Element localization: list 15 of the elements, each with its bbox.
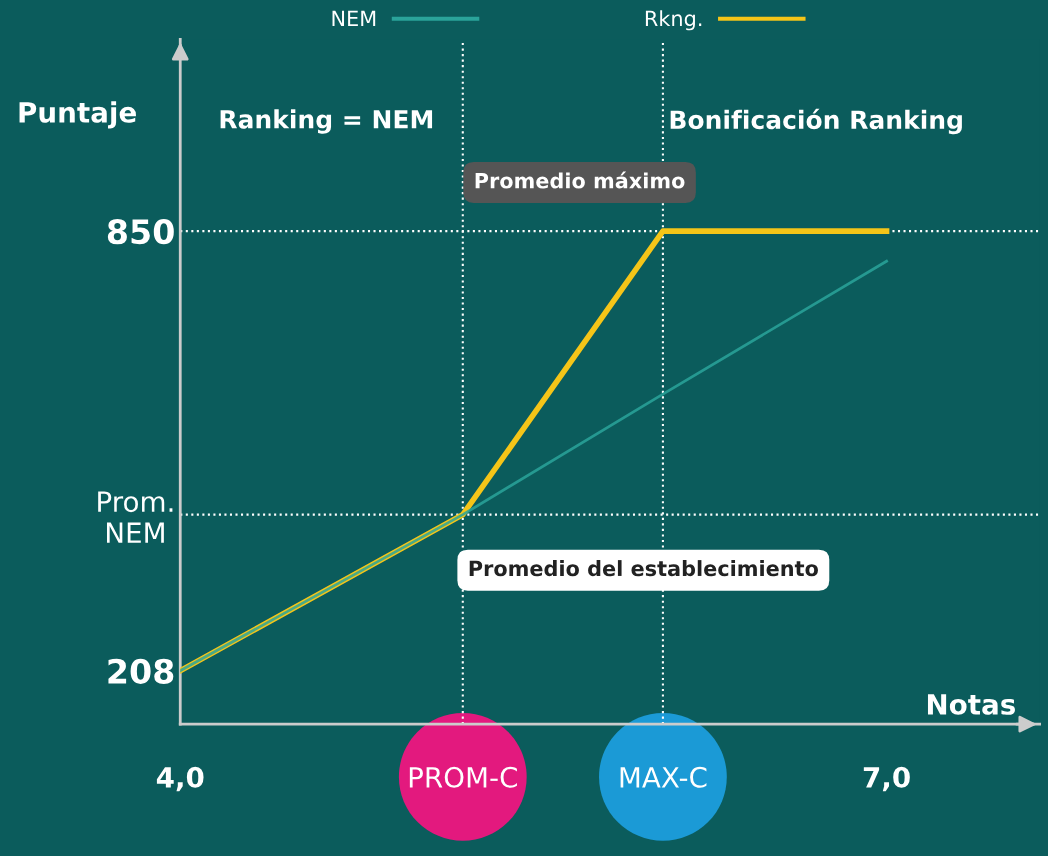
x-axis-title: Notas (927, 694, 1015, 715)
annotation: Promedio máximo (475, 171, 685, 189)
legend-label: Rkng. (645, 10, 702, 31)
annotation: Promedio del establecimiento (469, 560, 818, 577)
annotation: Bonificación Ranking (670, 108, 962, 135)
annotation: Ranking = NEM (220, 109, 433, 134)
legend-label: NEM (332, 10, 376, 27)
y-tick-label: 208 (108, 658, 174, 684)
x-tick-label: MAX-C (620, 766, 707, 788)
y-tick-label: Prom. NEM (98, 491, 173, 543)
x-tick-label: PROM-C (409, 766, 517, 788)
x-tick-label: 4,0 (156, 766, 204, 792)
x-tick-label: 7,0 (863, 766, 910, 792)
y-tick-label: 850 (107, 219, 174, 245)
y-axis-title: Puntaje (19, 101, 136, 129)
